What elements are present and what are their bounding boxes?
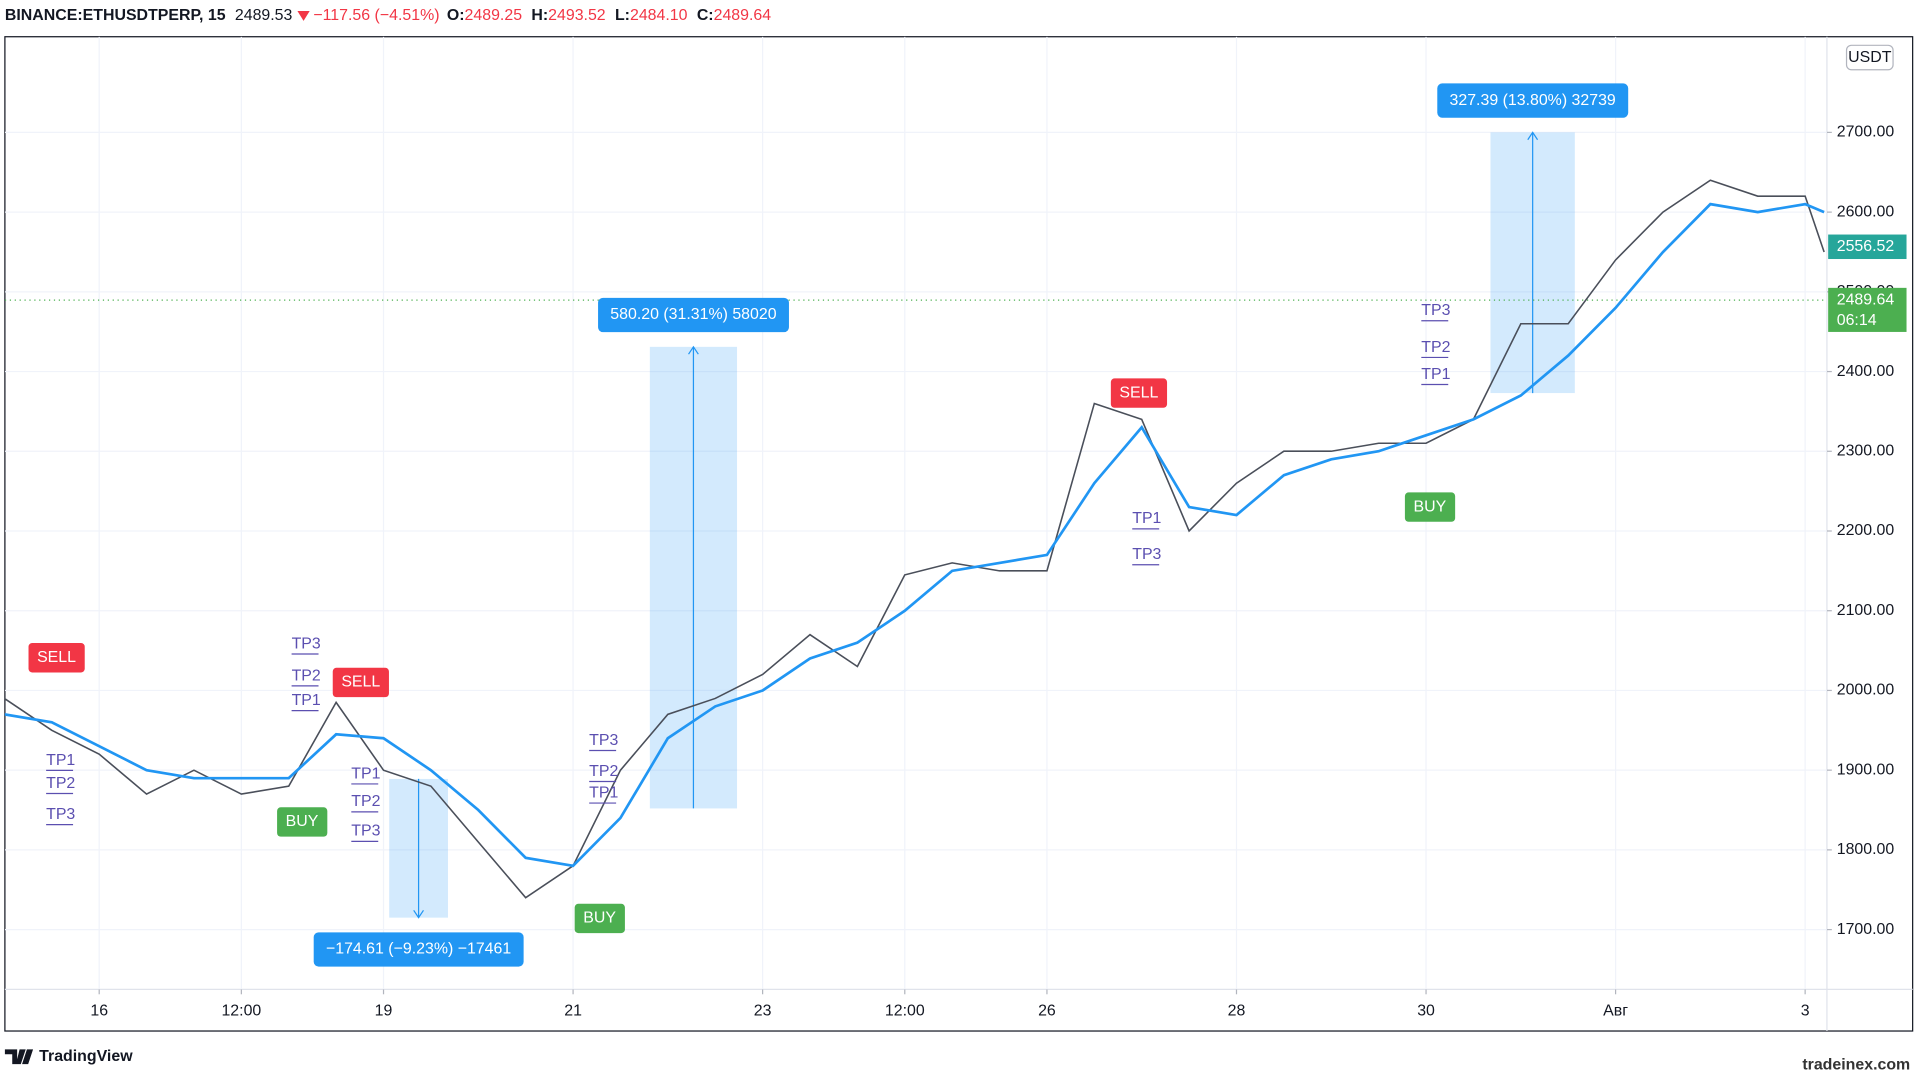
- h-label: H:: [531, 7, 548, 24]
- header: BINANCE:ETHUSDTPERP, 15 2489.53: [5, 7, 293, 24]
- o-label: O:: [447, 7, 465, 24]
- x-tick-label: 16: [90, 1003, 108, 1020]
- measure-label: −174.61 (−9.23%) −17461: [326, 941, 511, 958]
- signal: BUY: [277, 807, 328, 837]
- y-tick-label: 2000.00: [1837, 682, 1895, 699]
- target-label: TP3: [351, 823, 380, 840]
- y-tick-label: 2200.00: [1837, 522, 1895, 539]
- price-tag-time: 06:14: [1837, 312, 1877, 329]
- brand: TradingView: [39, 1048, 133, 1065]
- series-line: [4, 179, 1825, 899]
- x-tick-label: 30: [1417, 1003, 1435, 1020]
- target-label: TP1: [292, 692, 321, 709]
- measure-arrowhead: [688, 345, 699, 355]
- target-label: TP2: [292, 667, 321, 684]
- x-tick-label: Авг: [1603, 1003, 1628, 1020]
- x-tick-label: 19: [375, 1003, 393, 1020]
- target-label: TP1: [351, 765, 380, 782]
- x-tick-label: 3: [1801, 1003, 1810, 1020]
- price-tag-label: 2556.52: [1837, 238, 1895, 255]
- y-tick-label: 2700.00: [1837, 124, 1895, 141]
- signal-label: SELL: [1119, 384, 1158, 401]
- signal-box: [1110, 378, 1168, 408]
- down-icon: [297, 11, 310, 21]
- c-value: 2489.64: [714, 7, 772, 24]
- measure-label: 580.20 (31.31%) 58020: [610, 306, 776, 323]
- measure-label-bg: [313, 932, 524, 967]
- signal-box: [28, 643, 85, 673]
- target-label: TP1: [1421, 366, 1450, 383]
- watermark: tradeinex.com: [1802, 1057, 1910, 1074]
- target-label: TP1: [46, 752, 75, 769]
- signal-box: [1404, 492, 1456, 522]
- currency: USDT: [1848, 49, 1892, 66]
- measure-label-bg: [1437, 83, 1629, 118]
- target-label: TP3: [46, 806, 75, 823]
- signal-label: SELL: [37, 649, 76, 666]
- target-label: TP1: [589, 784, 618, 801]
- measure-arrowhead: [413, 909, 424, 919]
- target-label: TP3: [1421, 302, 1450, 319]
- target-label: TP2: [46, 775, 75, 792]
- last-price: 2489.53: [235, 7, 293, 24]
- l-label: L:: [615, 7, 630, 24]
- y-tick-label: 1800.00: [1837, 841, 1895, 858]
- measure-label-bg: [598, 297, 789, 333]
- target-label: TP1: [1132, 510, 1161, 527]
- measure-label-group: 580.20 (31.31%) 58020: [598, 297, 789, 333]
- x-tick-label: 28: [1228, 1003, 1246, 1020]
- o-value: 2489.25: [465, 7, 523, 24]
- measure-label-group: −174.61 (−9.23%) −17461: [313, 932, 524, 967]
- h-value: 2493.52: [548, 7, 606, 24]
- target-label: TP2: [1421, 339, 1450, 356]
- currency-box: [1845, 44, 1894, 71]
- y-tick-label: 2400.00: [1837, 363, 1895, 380]
- y-tick-label: 2300.00: [1837, 442, 1895, 459]
- target-label: TP3: [1132, 546, 1161, 563]
- price-tag: [1828, 287, 1907, 332]
- change: −117.56 (−4.51%): [313, 7, 439, 24]
- signal-label: SELL: [341, 674, 380, 691]
- l-value: 2484.10: [630, 7, 688, 24]
- x-tick-label: 12:00: [221, 1003, 261, 1020]
- x-tick-label: 23: [754, 1003, 772, 1020]
- signal: BUY: [1404, 492, 1456, 522]
- x-tick-label: 21: [564, 1003, 582, 1020]
- signal-box: [574, 903, 625, 934]
- x-tick-label: 26: [1038, 1003, 1056, 1020]
- signal-label: BUY: [1413, 498, 1446, 515]
- plot-area: [4, 36, 1827, 990]
- y-tick-label: 2600.00: [1837, 203, 1895, 220]
- signal-box: [277, 807, 328, 837]
- target-label: TP2: [351, 793, 380, 810]
- y-tick-label: 1900.00: [1837, 761, 1895, 778]
- signal: SELL: [1110, 378, 1168, 408]
- target-label: TP3: [292, 635, 321, 652]
- y-tick-label: 2100.00: [1837, 602, 1895, 619]
- price-tag-label: 2489.64: [1837, 291, 1895, 308]
- signal-box: [332, 667, 389, 698]
- measure-arrowhead: [1527, 131, 1539, 141]
- y-tick-label: 1700.00: [1837, 921, 1895, 938]
- tv-logo: [4, 1049, 34, 1065]
- signal-label: BUY: [583, 910, 616, 927]
- c-label: C:: [697, 7, 714, 24]
- target-label: TP3: [589, 732, 618, 749]
- measure-label-group: 327.39 (13.80%) 32739: [1437, 83, 1629, 118]
- signal-label: BUY: [286, 813, 319, 830]
- series-line: [4, 202, 1825, 868]
- signal: SELL: [332, 667, 389, 698]
- signal: SELL: [28, 643, 85, 673]
- price-tag: [1828, 234, 1907, 260]
- target-label: TP2: [589, 763, 618, 780]
- x-tick-label: 12:00: [885, 1003, 925, 1020]
- signal: BUY: [574, 903, 625, 934]
- symbol: BINANCE:ETHUSDTPERP, 15: [5, 7, 226, 24]
- chart-frame: [4, 36, 1914, 1032]
- ohlc: O:2489.25 H:2493.52 L:2484.10 C:2489.64: [447, 7, 771, 24]
- measure-label: 327.39 (13.80%) 32739: [1450, 92, 1616, 109]
